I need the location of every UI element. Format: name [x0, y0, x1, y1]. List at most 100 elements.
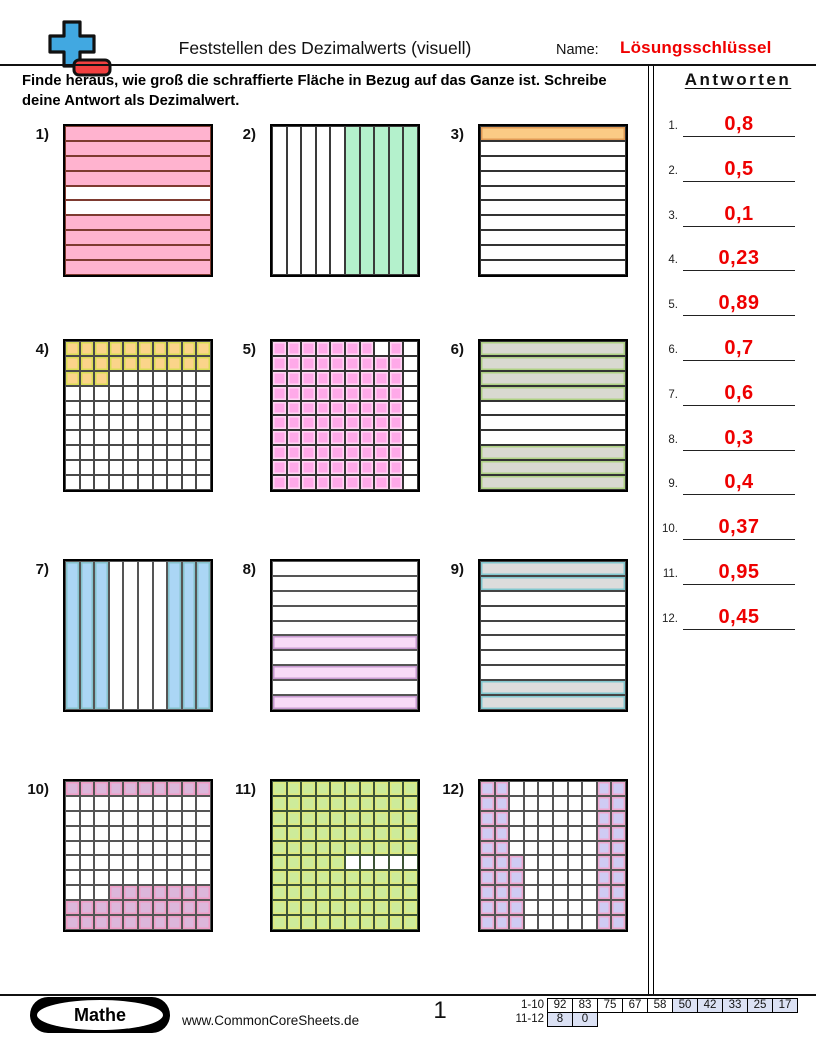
shaded-cell	[480, 781, 495, 796]
grid-cell	[123, 561, 138, 710]
shaded-cell	[123, 341, 138, 356]
shaded-cell	[509, 915, 524, 930]
answer-line: 0,4	[683, 461, 795, 496]
shaded-cell	[494, 855, 510, 871]
shaded-cell	[272, 430, 287, 446]
grid-cell	[108, 855, 124, 871]
shaded-cell	[388, 870, 404, 886]
grid-cell	[553, 810, 568, 826]
shaded-cell	[359, 445, 375, 461]
grid-cell	[65, 475, 80, 490]
shaded-cell	[138, 341, 153, 356]
shaded-cell	[167, 915, 182, 930]
shaded-cell	[286, 460, 302, 476]
answer-line: 0,5	[683, 148, 795, 182]
grid-cell	[65, 840, 80, 856]
problem-5: 5)	[220, 339, 420, 494]
grid-cell	[567, 810, 583, 826]
grid-cell	[138, 430, 153, 446]
grid-cell	[123, 810, 138, 826]
grid-cell	[403, 400, 418, 416]
grid-cell	[65, 185, 211, 201]
grid-cell	[480, 140, 626, 156]
shaded-cell	[108, 900, 124, 916]
shaded-cell	[301, 355, 316, 371]
shaded-cell	[480, 825, 495, 841]
shaded-cell	[330, 341, 345, 356]
shaded-cell	[345, 415, 360, 431]
grid-cell	[94, 840, 109, 856]
grid-cell	[480, 605, 626, 621]
shaded-cell	[79, 781, 95, 796]
shaded-cell	[315, 810, 331, 826]
score-table: 1-10 92 83 75 67 58 50 42 33 25 17 11-12 8 0	[508, 998, 798, 1027]
shaded-cell	[374, 475, 389, 490]
shaded-cell	[330, 355, 345, 371]
shaded-cell	[388, 355, 404, 371]
problem-label: 4)	[35, 341, 49, 358]
shaded-cell	[272, 825, 287, 841]
problem-6: 6)	[428, 339, 628, 494]
shaded-cell	[315, 400, 331, 416]
problem-grid	[478, 339, 628, 492]
grid-cell	[79, 855, 95, 871]
shaded-cell	[286, 355, 302, 371]
grid-cell	[65, 795, 80, 811]
shaded-cell	[286, 400, 302, 416]
shaded-cell	[272, 460, 287, 476]
shaded-cell	[196, 900, 211, 916]
shaded-cell	[196, 561, 211, 710]
shaded-cell	[403, 840, 418, 856]
shaded-cell	[123, 915, 138, 930]
shaded-cell	[65, 915, 80, 930]
problem-7: 7)	[13, 559, 213, 714]
grid-cell	[523, 795, 539, 811]
problem-label: 6)	[450, 341, 464, 358]
shaded-cell	[345, 460, 360, 476]
shaded-cell	[181, 915, 197, 930]
shaded-cell	[330, 795, 345, 811]
shaded-cell	[596, 900, 612, 916]
shaded-cell	[79, 341, 95, 356]
shaded-cell	[374, 870, 389, 886]
shaded-cell	[65, 260, 211, 275]
answer-item: 1. 0,8	[652, 103, 812, 137]
grid-cell	[152, 840, 168, 856]
shaded-cell	[330, 370, 345, 386]
grid-cell	[196, 400, 211, 416]
grid-cell	[138, 445, 153, 461]
shaded-cell	[301, 430, 316, 446]
grid-cell	[79, 885, 95, 901]
shaded-cell	[286, 825, 302, 841]
shaded-cell	[196, 885, 211, 901]
grid-cell	[301, 126, 316, 275]
grid-cell	[152, 460, 168, 476]
score-cell: 58	[647, 998, 673, 1013]
grid-cell	[123, 430, 138, 446]
grid-cell	[582, 795, 597, 811]
grid-cell	[553, 795, 568, 811]
grid-cell	[196, 370, 211, 386]
grid-cell	[567, 825, 583, 841]
shaded-cell	[65, 355, 80, 371]
answer-item: 9. 0,4	[652, 461, 812, 496]
grid-cell	[167, 475, 182, 490]
shaded-cell	[403, 870, 418, 886]
shaded-cell	[345, 475, 360, 490]
grid-cell	[152, 400, 168, 416]
shaded-cell	[480, 870, 495, 886]
shaded-cell	[65, 341, 80, 356]
shaded-cell	[494, 781, 510, 796]
grid-cell	[480, 665, 626, 681]
grid-cell	[138, 370, 153, 386]
name-label: Name:	[556, 42, 599, 58]
grid-cell	[523, 825, 539, 841]
score-cell: 25	[747, 998, 773, 1013]
shaded-cell	[315, 475, 331, 490]
grid-cell	[79, 870, 95, 886]
grid-cell	[403, 460, 418, 476]
grid-cell	[65, 445, 80, 461]
grid-cell	[582, 870, 597, 886]
shaded-cell	[272, 355, 287, 371]
